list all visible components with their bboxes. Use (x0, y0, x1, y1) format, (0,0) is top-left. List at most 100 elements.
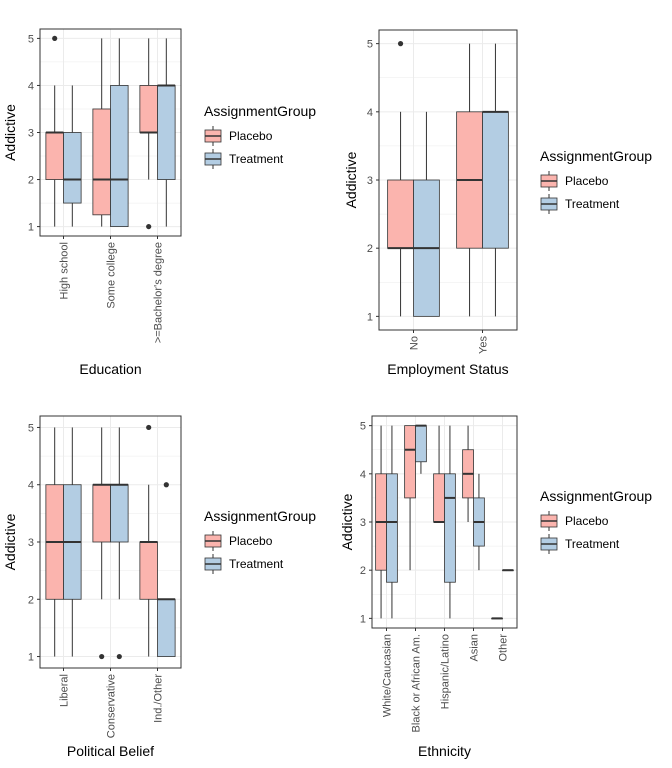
box-body (45, 132, 64, 180)
chart-panel: 1 2 3 4 5 High school Some college >=Bachelor's… (2, 28, 316, 377)
y-tick-label: 1 (360, 613, 366, 625)
x-tick-label: No (409, 336, 421, 350)
y-tick-label: 2 (367, 243, 373, 255)
legend-title: AssignmentGroup (204, 103, 316, 119)
y-axis-title: Addictive (339, 493, 355, 550)
box-treatment-0 (386, 425, 398, 619)
y-tick-label: 1 (28, 652, 34, 664)
legend-label: Treatment (565, 537, 620, 551)
box-placebo-1 (92, 38, 111, 227)
legend-label: Placebo (565, 514, 609, 528)
box-body (139, 85, 158, 133)
box-body (157, 598, 176, 657)
y-tick-label: 3 (28, 537, 34, 549)
x-tick-label: High school (59, 242, 71, 299)
box-body (139, 541, 158, 600)
legend-label: Treatment (229, 557, 284, 571)
y-tick-label: 4 (28, 80, 34, 92)
box-body (404, 425, 416, 499)
y-tick-label: 5 (28, 422, 34, 434)
x-axis-title: Education (79, 361, 141, 377)
legend-title: AssignmentGroup (540, 488, 652, 504)
y-tick-label: 5 (367, 39, 373, 51)
x-axis-title: Political Belief (67, 743, 154, 759)
box-body (415, 425, 427, 463)
chart-panel: 1 2 3 4 5 No Yes Addictive Employment Status Assi… (343, 29, 652, 377)
y-tick-label: 3 (28, 128, 34, 140)
y-tick-label: 5 (360, 421, 366, 433)
y-tick-label: 5 (28, 33, 34, 45)
x-tick-label: Asian (469, 634, 481, 662)
y-axis-title: Addictive (343, 151, 359, 208)
outlier-point (116, 653, 122, 660)
box-placebo-0 (387, 41, 414, 317)
box-body (387, 179, 414, 249)
box-body (444, 473, 456, 583)
legend-entry: Placebo (540, 171, 609, 191)
y-tick-label: 4 (360, 469, 366, 481)
legend-label: Treatment (565, 197, 620, 211)
box-body (482, 111, 509, 249)
x-axis-title: Employment Status (387, 361, 508, 377)
legend-entry: Placebo (204, 531, 273, 551)
box-treatment-0 (63, 427, 82, 657)
legend-entry: Treatment (204, 149, 284, 169)
box-treatment-0 (413, 111, 440, 317)
x-tick-label: Liberal (59, 674, 71, 707)
box-treatment-1 (482, 43, 509, 317)
x-tick-label: Yes (478, 336, 490, 354)
x-tick-label: White/Caucasian (382, 634, 394, 717)
box-body (63, 132, 82, 204)
x-tick-label: Ind./Other (153, 674, 165, 723)
box-body (386, 473, 398, 583)
outlier-point (99, 653, 105, 660)
y-tick-label: 1 (28, 222, 34, 234)
chart-panel: 1 2 3 4 5 White/Caucasian Black or African Am.… (339, 415, 652, 759)
legend-title: AssignmentGroup (204, 508, 316, 524)
box-body (433, 473, 445, 523)
box-placebo-1 (456, 43, 483, 317)
outlier-point (397, 41, 404, 47)
x-tick-label: Some college (106, 242, 118, 309)
legend-label: Treatment (229, 152, 284, 166)
y-axis-title: Addictive (2, 513, 18, 570)
y-tick-label: 2 (360, 565, 366, 577)
box-placebo-2 (139, 424, 158, 657)
box-body (92, 108, 111, 216)
box-treatment-2 (157, 38, 176, 227)
box-placebo-1 (92, 427, 111, 660)
legend: AssignmentGroup Placebo Treatment (540, 148, 652, 214)
box-treatment-0 (63, 85, 82, 227)
x-tick-label: Black or African Am. (411, 634, 423, 732)
x-axis-title: Ethnicity (418, 743, 471, 759)
legend: AssignmentGroup Placebo Treatment (540, 488, 652, 554)
outlier-point (146, 424, 152, 431)
box-body (92, 484, 111, 543)
box-treatment-2 (157, 482, 176, 657)
box-placebo-2 (433, 425, 445, 523)
box-body (110, 484, 129, 543)
legend-entry: Placebo (540, 511, 609, 531)
y-tick-label: 3 (367, 175, 373, 187)
legend-label: Placebo (229, 534, 273, 548)
box-placebo-0 (45, 35, 64, 227)
box-body (110, 85, 129, 227)
box-placebo-4 (491, 617, 503, 620)
box-body (157, 85, 176, 180)
box-treatment-2 (444, 425, 456, 619)
y-tick-label: 2 (28, 594, 34, 606)
box-treatment-1 (110, 38, 129, 227)
box-placebo-0 (45, 427, 64, 657)
box-treatment-1 (415, 424, 427, 474)
legend: AssignmentGroup Placebo Treatment (204, 103, 316, 169)
x-tick-label: Other (498, 634, 510, 662)
box-treatment-4 (502, 569, 514, 572)
box-placebo-1 (404, 425, 416, 571)
y-tick-label: 3 (360, 517, 366, 529)
legend-entry: Treatment (540, 534, 620, 554)
legend-title: AssignmentGroup (540, 148, 652, 164)
x-tick-label: >=Bachelor's degree (153, 242, 165, 343)
x-tick-label: Hispanic/Latino (440, 634, 452, 709)
legend-entry: Treatment (540, 194, 620, 214)
